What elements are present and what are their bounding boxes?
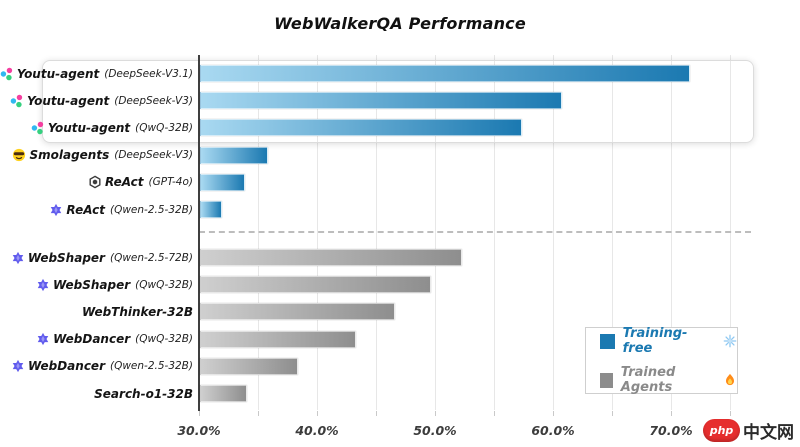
- x-tick-label-40: 40.0%: [295, 423, 339, 438]
- highlight-box-top3: [42, 60, 754, 143]
- x-tick-label-30: 30.0%: [177, 423, 221, 438]
- model-name: (GPT-4o): [148, 176, 193, 189]
- x-tick-40: [317, 411, 318, 416]
- model-name: (Qwen-2.5-32B): [109, 203, 193, 216]
- youtu-agent-icon: [0, 67, 14, 81]
- row-label-5: ReAct (Qwen-2.5-32B): [49, 201, 193, 219]
- openai-icon: [88, 175, 102, 189]
- bar-react-4: [200, 173, 245, 191]
- group-separator-dashed-line: [199, 231, 751, 233]
- x-tick-60: [553, 411, 554, 416]
- x-tick-55: [494, 411, 495, 416]
- row-label-4: ReAct (GPT-4o): [88, 173, 193, 191]
- qwen-icon: [11, 359, 25, 373]
- legend-swatch-gray: [600, 372, 613, 388]
- model-name: (Qwen-2.5-32B): [109, 360, 193, 373]
- legend-item-training-free: Training-free: [600, 326, 737, 356]
- agent-name: WebDancer: [28, 359, 105, 374]
- x-tick-label-50: 50.0%: [413, 423, 457, 438]
- bar-youtu-agent-2: [200, 119, 523, 137]
- bar-webdancer-10: [200, 357, 298, 375]
- php-logo-badge: php: [703, 419, 740, 442]
- x-tick-75: [730, 411, 731, 416]
- bar-webthinker-32b-8: [200, 303, 395, 321]
- legend: Training-free Trained Agents: [585, 326, 738, 395]
- smolagents-icon: [12, 148, 26, 162]
- x-tick-70: [671, 411, 672, 416]
- model-name: (QwQ-32B): [135, 333, 193, 346]
- row-label-6: WebShaper (Qwen-2.5-72B): [11, 249, 193, 267]
- agent-name: WebThinker-32B: [81, 304, 193, 319]
- flame-icon: [723, 373, 737, 387]
- agent-name: ReAct: [104, 175, 144, 190]
- snowflake-icon: [723, 334, 737, 348]
- qwen-icon: [36, 278, 50, 292]
- agent-name: Youtu-agent: [47, 120, 131, 135]
- agent-name: Smolagents: [29, 148, 110, 163]
- watermark-text: 中文网: [743, 423, 794, 443]
- row-label-3: Smolagents (DeepSeek-V3): [12, 146, 193, 164]
- agent-name: Search-o1-32B: [94, 386, 193, 401]
- row-label-8: WebThinker-32B: [82, 303, 193, 321]
- bar-search-o1-32b-11: [200, 385, 248, 402]
- bar-smolagents-3: [200, 146, 269, 164]
- bar-webshaper-7: [200, 276, 432, 294]
- row-label-1: Youtu-agent (DeepSeek-V3): [10, 92, 193, 110]
- legend-label-trained-agents: Trained Agents: [620, 365, 676, 395]
- x-tick-45: [376, 411, 377, 416]
- bar-webshaper-6: [200, 249, 462, 266]
- x-tick-label-70: 70.0%: [649, 423, 693, 438]
- bar-webdancer-9: [200, 330, 356, 348]
- x-tick-50: [435, 411, 436, 416]
- model-name: (DeepSeek-V3): [114, 94, 193, 107]
- row-label-0: Youtu-agent (DeepSeek-V3.1): [0, 65, 193, 83]
- legend-label-training-free: Training-free: [622, 326, 688, 356]
- qwen-icon: [36, 332, 50, 346]
- x-tick-35: [258, 411, 259, 416]
- legend-item-trained-agents: Trained Agents: [600, 365, 737, 395]
- x-tick-65: [612, 411, 613, 416]
- model-name: (Qwen-2.5-72B): [109, 251, 193, 264]
- agent-name: WebDancer: [53, 332, 131, 347]
- bar-youtu-agent-1: [200, 92, 563, 110]
- watermark: php 中文网: [703, 418, 794, 443]
- agent-name: Youtu-agent: [16, 66, 100, 81]
- agent-name: Youtu-agent: [26, 93, 110, 108]
- row-label-7: WebShaper (QwQ-32B): [36, 276, 193, 294]
- qwen-icon: [49, 203, 63, 217]
- qwen-icon: [11, 251, 25, 265]
- chart-title: WebWalkerQA Performance: [274, 14, 526, 33]
- agent-name: ReAct: [66, 202, 105, 217]
- row-label-10: WebDancer (Qwen-2.5-32B): [11, 357, 193, 375]
- row-label-2: Youtu-agent (QwQ-32B): [31, 119, 193, 137]
- model-name: (QwQ-32B): [135, 278, 193, 291]
- legend-swatch-blue: [600, 333, 615, 349]
- agent-name: WebShaper: [27, 250, 105, 265]
- youtu-agent-icon: [10, 94, 24, 108]
- agent-name: WebShaper: [53, 277, 131, 292]
- bar-youtu-agent-0: [200, 65, 690, 82]
- bar-react-5: [200, 201, 223, 218]
- youtu-agent-icon: [31, 121, 45, 135]
- model-name: (DeepSeek-V3): [114, 149, 193, 162]
- y-axis-line: [198, 55, 200, 411]
- row-label-9: WebDancer (QwQ-32B): [36, 330, 193, 348]
- model-name: (DeepSeek-V3.1): [104, 67, 193, 80]
- row-label-11: Search-o1-32B: [94, 385, 193, 403]
- model-name: (QwQ-32B): [135, 121, 193, 134]
- x-tick-label-60: 60.0%: [531, 423, 575, 438]
- x-tick-30: [199, 411, 200, 416]
